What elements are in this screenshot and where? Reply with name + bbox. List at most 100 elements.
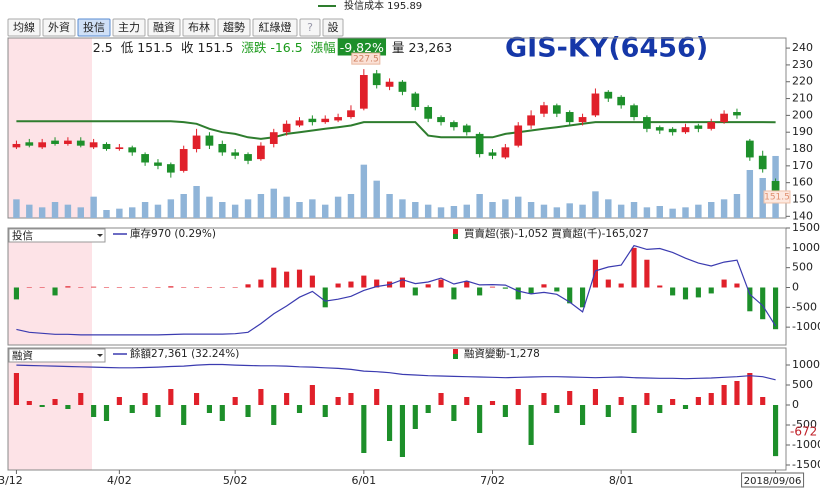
- flow-bar: [515, 287, 521, 300]
- volume-bar: [463, 204, 470, 218]
- panel-dropdown[interactable]: [8, 228, 106, 243]
- flow-bar: [271, 267, 277, 288]
- panel-dropdown-label[interactable]: 融資: [12, 350, 33, 362]
- flow-bar: [644, 393, 650, 405]
- toolbar-button-label[interactable]: 外資: [48, 21, 70, 34]
- flow-bar: [39, 287, 45, 288]
- toolbar-button-label[interactable]: 主力: [118, 21, 140, 34]
- panel-dropdown-label[interactable]: 投信: [12, 229, 33, 242]
- toolbar-button[interactable]: [182, 18, 216, 37]
- toolbar-button[interactable]: [322, 18, 344, 37]
- flow-bar: [181, 405, 187, 425]
- y-tick-label: 160: [792, 176, 813, 189]
- legend-label: 餘額27,361 (32.24%): [130, 347, 239, 360]
- flow-bar: [26, 287, 32, 288]
- candle-body: [771, 180, 780, 197]
- panel-frame: [7, 347, 787, 471]
- volume-bar: [437, 207, 445, 218]
- volume-bar: [322, 204, 329, 218]
- candle-body: [540, 105, 548, 114]
- flow-bar: [206, 405, 213, 413]
- flow-bar: [760, 287, 766, 320]
- candle-body: [282, 123, 291, 133]
- volume-bar: [64, 204, 72, 218]
- volume-bar: [244, 199, 252, 218]
- quote-value: -9.82%: [340, 40, 384, 55]
- candle-body: [720, 113, 728, 123]
- flow-bar: [116, 287, 122, 288]
- quote-value: 151.5: [198, 40, 234, 55]
- volume-bar: [515, 196, 522, 218]
- flow-bar: [348, 393, 354, 405]
- toolbar-button[interactable]: [299, 18, 321, 37]
- candle-body: [257, 145, 265, 160]
- flow-bar: [78, 287, 84, 288]
- toolbar-button-label[interactable]: 均線: [13, 20, 35, 34]
- balance-line: [16, 244, 777, 336]
- flow-bar: [760, 397, 766, 405]
- last-price-label: 151.5: [764, 192, 790, 202]
- flow-bar: [425, 284, 431, 288]
- flow-bar: [477, 287, 483, 296]
- x-tick-label: 8/01: [609, 474, 634, 487]
- toolbar-button-label[interactable]: 投信: [83, 20, 105, 34]
- flow-bar: [361, 275, 367, 288]
- toolbar-button-label[interactable]: 設: [328, 20, 339, 34]
- toolbar-button-label[interactable]: 紅綠燈: [259, 20, 292, 34]
- volume-bar: [386, 194, 393, 218]
- volume-bar: [13, 199, 20, 218]
- volume-bar: [720, 199, 728, 218]
- toolbar-button-label[interactable]: 趨勢: [223, 20, 245, 34]
- candle-body: [166, 164, 175, 173]
- flow-bar: [438, 279, 444, 288]
- y-tick-label: 190: [792, 125, 813, 138]
- candle-body: [758, 155, 767, 170]
- volume-bar: [296, 202, 303, 218]
- volume-bar: [347, 194, 355, 218]
- flow-bar: [26, 401, 32, 405]
- toolbar-button-label[interactable]: 融資: [153, 21, 175, 34]
- toolbar-button-label[interactable]: ?: [307, 21, 313, 34]
- candle-body: [462, 125, 471, 133]
- toolbar-button[interactable]: [42, 18, 76, 37]
- y-tick-label: 240: [792, 41, 813, 54]
- toolbar-button[interactable]: [7, 18, 41, 37]
- flow-bar: [103, 287, 110, 288]
- volume-bar: [566, 203, 573, 218]
- candle-body: [89, 142, 98, 148]
- candle-body: [25, 142, 34, 146]
- flow-bar: [13, 287, 20, 300]
- flow-bar: [489, 401, 496, 405]
- toolbar-button[interactable]: [147, 18, 181, 37]
- toolbar-button[interactable]: [252, 18, 298, 37]
- flow-bar: [592, 389, 599, 405]
- volume-bar: [450, 206, 458, 218]
- candle-body: [141, 154, 149, 163]
- y-tick-label: 140: [792, 209, 813, 222]
- flow-bar: [747, 287, 753, 312]
- flow-bar: [695, 287, 701, 298]
- toolbar-button[interactable]: [217, 18, 251, 37]
- dropdown-arrow[interactable]: [97, 354, 103, 357]
- candle-body: [424, 106, 433, 119]
- candle-body: [565, 112, 574, 123]
- candle-body: [681, 127, 690, 133]
- candle-body: [51, 140, 59, 144]
- dropdown-arrow[interactable]: [97, 234, 103, 237]
- flow-bar: [271, 405, 277, 425]
- flow-bar: [386, 405, 393, 441]
- flow-bar: [464, 281, 470, 288]
- quote-value: -16.5: [270, 40, 302, 55]
- toolbar-button-label[interactable]: 布林: [188, 20, 210, 34]
- highlight-band: [8, 348, 92, 470]
- toolbar-button[interactable]: [112, 18, 146, 37]
- flow-bar: [129, 405, 135, 413]
- flow-bar: [39, 405, 45, 407]
- candle-body: [450, 122, 458, 128]
- quote-value: 23,263: [408, 40, 452, 55]
- flow-bar: [335, 397, 341, 405]
- candle-body: [334, 117, 342, 121]
- toolbar-button[interactable]: [77, 18, 111, 37]
- panel-dropdown[interactable]: [8, 348, 106, 363]
- candle-body: [604, 91, 613, 99]
